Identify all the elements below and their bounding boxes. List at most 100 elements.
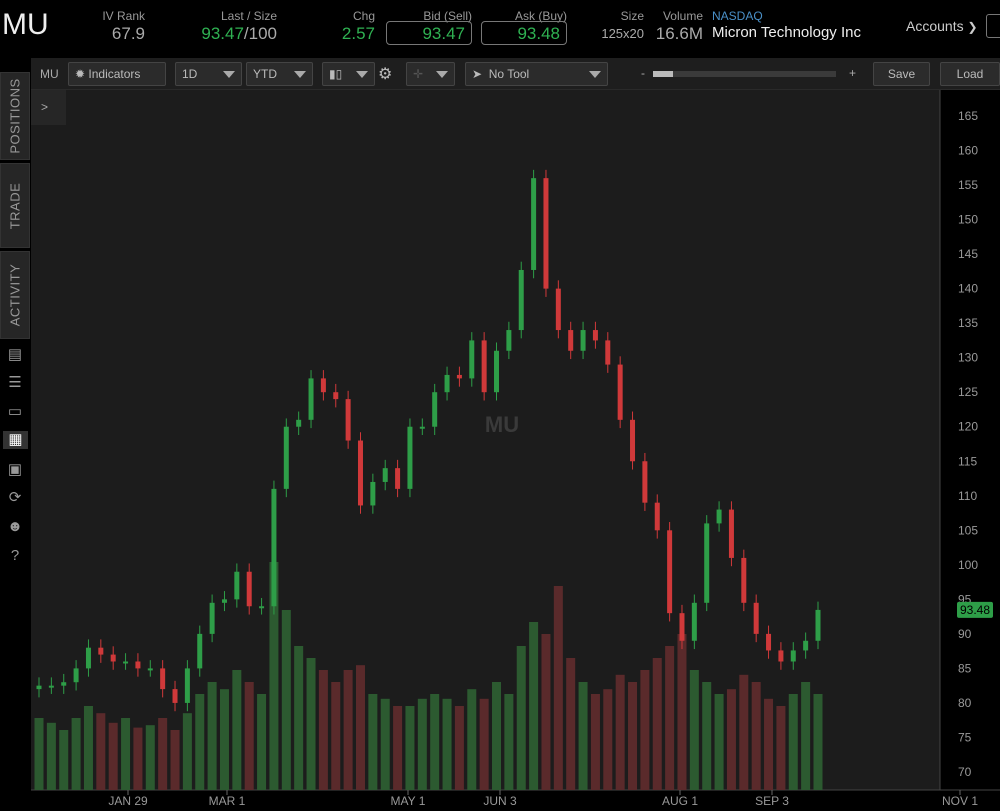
y-tick-label: 130 [958,351,978,365]
volume-bar [430,694,440,790]
volume-bar [726,689,736,790]
accounts-dropdown[interactable]: Accounts ❯ [906,18,978,34]
candle-body [184,668,190,703]
volume-value: 16.6M [655,24,703,43]
community-icon[interactable]: ☻ [7,518,23,535]
volume-bar [702,682,712,790]
volume-bar [294,646,304,790]
grid-icon[interactable]: ▣ [7,461,23,478]
volume-bar [405,706,415,790]
last-price: 93.47 [201,24,244,43]
crosshair-icon: ✛ [413,67,424,81]
candle-body [803,640,809,651]
y-tick-label: 90 [958,627,972,641]
news-icon[interactable]: ▤ [7,346,23,363]
history-icon[interactable]: ⟳ [8,489,22,506]
volume-label: Volume [662,9,703,23]
iv-rank-label: IV Rank [102,9,145,23]
zoom-in-button[interactable]: + [849,66,857,80]
volume-bar [417,698,427,790]
volume-bar [281,610,291,790]
expand-panel-button[interactable]: > [31,90,66,125]
range-dropdown[interactable]: YTD [246,62,313,86]
candle-body [592,330,598,341]
chart-style-dropdown[interactable]: ▮▯ [322,62,375,86]
candle-body [679,613,685,641]
volume-bar [739,674,749,790]
volume-bar [108,722,118,790]
volume-bar [640,670,650,790]
volume-bar [479,698,489,790]
chart-area[interactable] [31,90,940,790]
volume-bar [603,689,613,790]
x-tick-label: SEP 3 [755,794,789,808]
y-tick-label: 75 [958,730,972,744]
volume-bar [689,670,699,790]
y-tick-label: 85 [958,661,972,675]
y-tick-label: 155 [958,178,978,192]
volume-bar [244,682,254,790]
volume-bar [504,694,514,790]
y-tick-label: 160 [958,144,978,158]
size-value: 125x20 [601,26,644,41]
accounts-label: Accounts [906,18,964,34]
volume-bar [467,689,477,790]
y-tick-label: 80 [958,696,972,710]
candle-body [357,440,363,506]
volume-bar [59,730,69,790]
zoom-slider[interactable] [653,71,836,77]
volume-bar [46,722,56,790]
candle-body [197,633,203,669]
save-button[interactable]: Save [873,62,930,86]
volume-bar [492,682,502,790]
volume-bar [665,646,675,790]
drawing-tool-dropdown[interactable]: ➤ No Tool [465,62,608,86]
candle-body [320,378,326,393]
load-button[interactable]: Load [940,62,1000,86]
company-name: Micron Technology Inc [712,24,861,41]
help-icon[interactable]: ? [10,547,20,564]
volume-bar [182,713,192,790]
candle-body [172,689,178,703]
candle-body [209,602,215,634]
candle-body [568,330,574,351]
gear-icon[interactable]: ⚙ [378,66,393,83]
ask-button[interactable]: 93.48 [481,21,567,45]
volume-bar [96,713,106,790]
volume-bar [393,706,403,790]
chart-icon[interactable]: ▦ [3,431,28,449]
indicators-label: Indicators [88,67,141,81]
tab-activity[interactable]: ACTIVITY [0,251,30,339]
chart-toolbar: MU ✹ Indicators 1D YTD ▮▯ ⚙ ✛ ➤ No Tool … [31,58,1000,90]
tab-positions[interactable]: POSITIONS [0,72,30,160]
volume-bar [615,674,625,790]
volume-bar [170,730,180,790]
y-tick-label: 140 [958,282,978,296]
volume-bar [145,725,155,790]
candle-body [815,609,821,641]
volume-bar [516,646,526,790]
chevron-down-icon [294,71,306,78]
zoom-slider-handle[interactable] [653,71,673,77]
aggregation-dropdown[interactable]: 1D [175,62,242,86]
zoom-out-button[interactable]: - [641,66,645,80]
chevron-down-icon: ❯ [967,20,978,34]
volume-bar [578,682,588,790]
volume-bar [801,682,811,790]
chevron-down-icon [356,71,368,78]
y-tick-label: 110 [958,489,977,503]
crosshair-dropdown[interactable]: ✛ [406,62,455,86]
chart-symbol: MU [40,67,59,81]
candle-body [667,530,673,614]
volume-bar [207,682,217,790]
collapse-button[interactable] [986,14,1000,38]
candle-body [518,269,524,331]
watchlist-icon[interactable]: ☰ [8,374,22,391]
tv-icon[interactable]: ▭ [7,403,23,420]
indicators-button[interactable]: ✹ Indicators [68,62,166,86]
aggregation-value: 1D [182,67,198,81]
tab-trade[interactable]: TRADE [0,163,30,248]
bid-button[interactable]: 93.47 [386,21,472,45]
volume-bar [764,698,774,790]
candle-body [271,488,277,607]
